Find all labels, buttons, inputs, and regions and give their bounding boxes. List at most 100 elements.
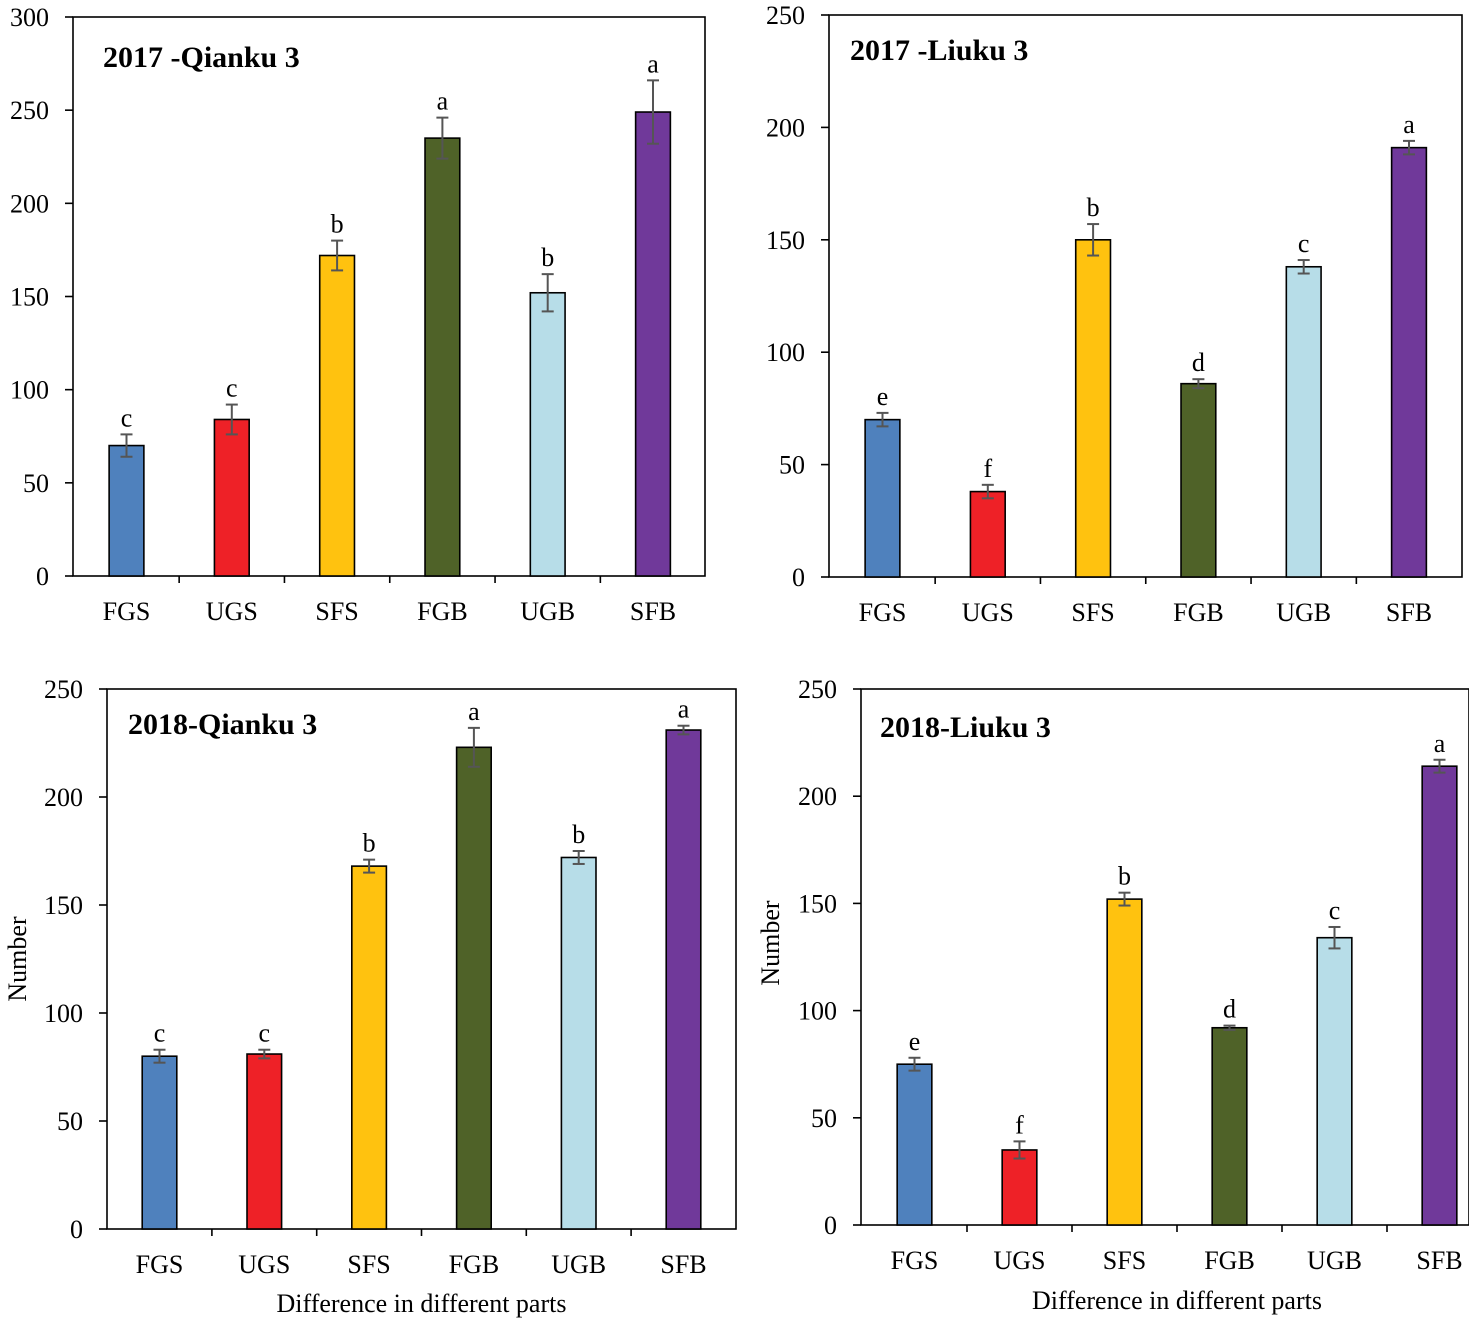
bar-FGS [108,444,145,577]
x-tick-label: UGB [551,1250,606,1279]
significance-letter: c [259,1019,271,1048]
significance-letter: b [331,210,344,239]
x-tick-label: UGB [520,597,575,626]
chart-panel-2: 0 50 100 150 200 250 e FGS f UGS b SFS d FGB c UGB a SFB 2… [766,1,1463,627]
plot-frame [106,688,737,1230]
x-tick-label: FGB [417,597,468,626]
significance-letter: a [1434,729,1446,758]
significance-letter: b [541,243,554,272]
y-tick-label: 150 [10,283,49,312]
x-tick-label: UGS [238,1250,290,1279]
significance-letter: a [1403,110,1415,139]
bar-UGS [969,490,1006,578]
panel-title: 2017 -Qianku 3 [103,41,300,74]
bar-UGS [213,418,250,577]
y-tick-label: 200 [766,113,805,142]
bar-SFS [318,254,356,577]
significance-letter: d [1223,995,1236,1024]
y-tick-label: 200 [10,189,49,218]
plot-frame [72,16,706,577]
y-tick-label: 100 [798,997,837,1026]
y-tick-label: 200 [798,782,837,811]
bar-FGB [1180,382,1217,578]
bar-FGB [1211,1026,1248,1226]
significance-letter: c [226,374,238,403]
x-tick-label: FGB [449,1250,500,1279]
bar-UGS [1001,1149,1038,1226]
bar-UGB [1316,936,1353,1226]
bar-FGB [424,137,461,577]
y-tick-label: 50 [811,1104,837,1133]
x-tick-label: FGB [1173,598,1224,627]
significance-letter: a [437,87,449,116]
bar-UGB [560,856,597,1230]
plot-frame [860,688,1469,1226]
bar-FGS [864,418,901,578]
y-tick-label: 100 [10,376,49,405]
x-tick-label: SFS [347,1250,390,1279]
significance-letter: f [1015,1110,1024,1139]
y-tick-label: 250 [44,675,83,704]
bar-SFB [1421,765,1458,1226]
x-axis-title: Difference in different parts [277,1289,567,1318]
bar-FGS [896,1063,933,1226]
y-tick-label: 250 [766,1,805,30]
bar-UGB [1285,265,1322,578]
chart-panel-4: 0 50 100 150 200 250 e FGS f UGS b SFS d FGB c UGB a SFB 2… [756,675,1469,1315]
bar-SFS [1106,898,1143,1226]
x-tick-label: SFB [660,1250,706,1279]
x-tick-label: SFS [315,597,358,626]
bar-SFB [634,111,672,577]
panel-title: 2018-Qianku 3 [128,708,317,741]
x-tick-label: FGB [1204,1246,1255,1275]
y-tick-label: 50 [23,469,49,498]
bar-UGS [246,1053,283,1230]
significance-letter: a [468,697,480,726]
y-tick-label: 100 [766,338,805,367]
bar-SFS [351,865,388,1230]
y-tick-label: 250 [10,96,49,125]
x-tick-label: SFS [1071,598,1114,627]
chart-panel-3: 0 50 100 150 200 250 c FGS c UGS b SFS a FGB b UGB a SFB 2… [3,675,737,1318]
panel-title: 2017 -Liuku 3 [850,34,1028,67]
x-tick-label: UGS [962,598,1014,627]
y-tick-label: 0 [70,1215,83,1244]
y-tick-label: 200 [44,783,83,812]
significance-letter: c [1298,229,1310,258]
significance-letter: b [1087,193,1100,222]
x-tick-label: SFS [1103,1246,1146,1275]
x-tick-label: SFB [630,597,676,626]
bar-UGB [529,291,566,577]
y-tick-label: 300 [10,3,49,32]
significance-letter: e [909,1027,921,1056]
x-tick-label: FGS [859,598,907,627]
y-tick-label: 150 [798,889,837,918]
x-tick-label: UGB [1307,1246,1362,1275]
significance-letter: b [363,829,376,858]
significance-letter: d [1192,348,1205,377]
significance-letter: a [678,695,690,724]
significance-letter: c [1329,896,1341,925]
x-tick-label: UGS [993,1246,1045,1275]
x-tick-label: SFB [1416,1246,1462,1275]
y-axis-title: Number [3,916,32,1002]
significance-letter: a [647,49,659,78]
panel-title: 2018-Liuku 3 [880,711,1051,744]
y-axis-title: Number [756,900,785,986]
x-tick-label: SFB [1386,598,1432,627]
y-tick-label: 250 [798,675,837,704]
bar-SFB [1390,146,1428,578]
bar-FGB [455,746,492,1230]
y-tick-label: 0 [792,563,805,592]
bar-SFS [1074,239,1112,578]
x-tick-label: UGS [206,597,258,626]
x-tick-label: FGS [136,1250,184,1279]
x-tick-label: FGS [891,1246,939,1275]
bar-FGS [141,1055,178,1230]
significance-letter: f [983,454,992,483]
significance-letter: c [121,403,133,432]
y-tick-label: 0 [36,562,49,591]
significance-letter: e [877,382,889,411]
y-tick-label: 100 [44,999,83,1028]
chart-panel-1: 0 50 100 150 200 250 300 c FGS c UGS b SFS a FGB b UGB a S… [10,3,706,626]
